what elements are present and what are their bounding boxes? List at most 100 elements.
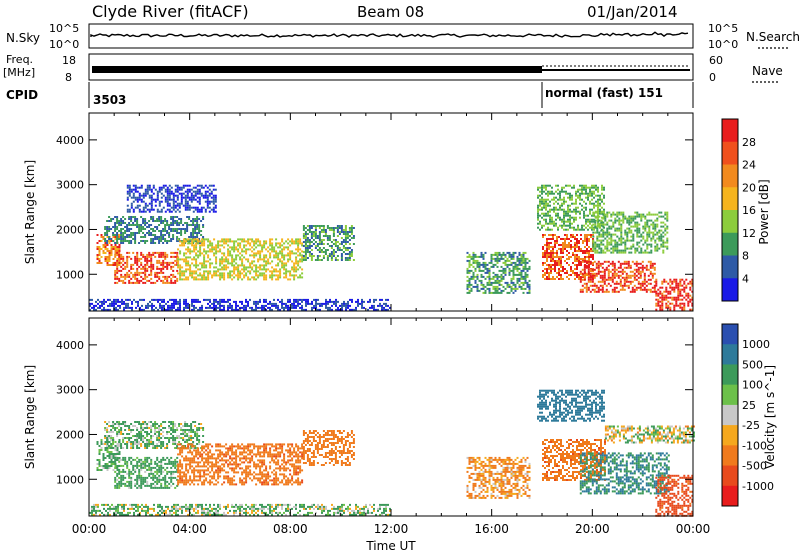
echo-cell [231, 248, 234, 251]
echo-cell [589, 192, 591, 195]
echo-cell [681, 306, 684, 309]
echo-cell [574, 236, 576, 238]
echo-cell [500, 275, 503, 278]
echo-cell [666, 237, 669, 240]
echo-cell [541, 202, 543, 205]
echo-cell [653, 290, 656, 293]
echo-cell [202, 236, 205, 238]
echo-cell [601, 278, 604, 281]
echo-cell [221, 252, 224, 255]
echo-cell [355, 306, 357, 309]
echo-cell [142, 210, 145, 213]
echo-cell [116, 222, 119, 224]
echo-cell [547, 222, 549, 225]
echo-cell [567, 208, 569, 211]
echo-cell [644, 223, 647, 226]
echo-cell [623, 262, 626, 265]
echo-cell [204, 194, 207, 197]
echo-cell [583, 264, 586, 267]
echo-cell [120, 447, 123, 449]
echo-cell [308, 245, 311, 247]
echo-cell [502, 277, 505, 280]
echo-cell [496, 277, 499, 280]
echo-cell [681, 284, 684, 287]
echo-cell [160, 271, 163, 274]
echo-cell [669, 278, 672, 281]
echo-cell [548, 276, 550, 278]
echo-cell [597, 220, 599, 223]
echo-cell [312, 255, 315, 257]
echo-cell [562, 278, 564, 280]
echo-cell [154, 251, 157, 254]
echo-cell [646, 233, 649, 236]
echo-cell [514, 265, 517, 268]
echo-cell [289, 258, 292, 261]
echo-cell [574, 250, 576, 252]
echo-cell [581, 224, 583, 227]
echo-cell [466, 255, 469, 258]
echo-cell [132, 196, 135, 199]
echo-cell [637, 272, 640, 275]
echo-cell [628, 251, 631, 254]
echo-cell [195, 270, 198, 273]
echo-cell [610, 215, 613, 218]
echo-cell [277, 264, 280, 267]
echo-cell [104, 248, 107, 250]
echo-cell [297, 298, 299, 301]
echo-cell [598, 215, 601, 218]
echo-cell [136, 220, 139, 222]
echo-cell [601, 270, 604, 273]
echo-cell [599, 226, 601, 229]
echo-cell [104, 463, 107, 465]
echo-cell [660, 243, 663, 246]
echo-cell [629, 290, 632, 293]
echo-cell [618, 213, 621, 216]
echo-cell [179, 250, 182, 253]
echo-cell [548, 274, 550, 276]
freq-tick-bottom: 8 [65, 71, 72, 84]
echo-cell [554, 252, 556, 254]
echo-cell [158, 216, 161, 218]
echo-cell [603, 214, 605, 217]
echo-cell [116, 250, 119, 252]
echo-cell [187, 242, 190, 245]
echo-cell [609, 276, 612, 279]
echo-cell [136, 261, 139, 264]
echo-cell [615, 274, 618, 277]
echo-cell [603, 270, 606, 273]
echo-cell [526, 267, 529, 270]
echo-cell [476, 261, 479, 264]
echo-cell [203, 254, 206, 257]
echo-cell [102, 250, 105, 252]
echo-cell [221, 240, 224, 243]
echo-cell [229, 298, 231, 301]
echo-cell [566, 236, 568, 238]
echo-cell [100, 236, 103, 238]
echo-cell [591, 278, 594, 281]
echo-cell [146, 186, 149, 189]
echo-cell [681, 294, 684, 297]
echo-cell [476, 289, 479, 292]
echo-cell [239, 264, 242, 267]
echo-cell [658, 239, 661, 242]
echo-cell [586, 236, 588, 238]
echo-cell [569, 214, 571, 217]
echo-cell [547, 210, 549, 213]
echo-cell [273, 248, 276, 251]
echo-cell [122, 228, 125, 230]
echo-cell [104, 437, 107, 439]
echo-cell [172, 265, 175, 268]
echo-cell [645, 264, 648, 267]
echo-cell [189, 274, 192, 277]
echo-cell [186, 228, 189, 230]
echo-cell [636, 213, 639, 216]
echo-cell [134, 242, 137, 244]
echo-cell [120, 220, 123, 222]
echo-cell [180, 220, 183, 222]
echo-cell [114, 226, 117, 228]
echo-cell [180, 222, 183, 224]
echo-cell [644, 227, 647, 230]
echo-cell [580, 248, 582, 250]
echo-cell [146, 192, 149, 195]
echo-cell [198, 184, 201, 187]
